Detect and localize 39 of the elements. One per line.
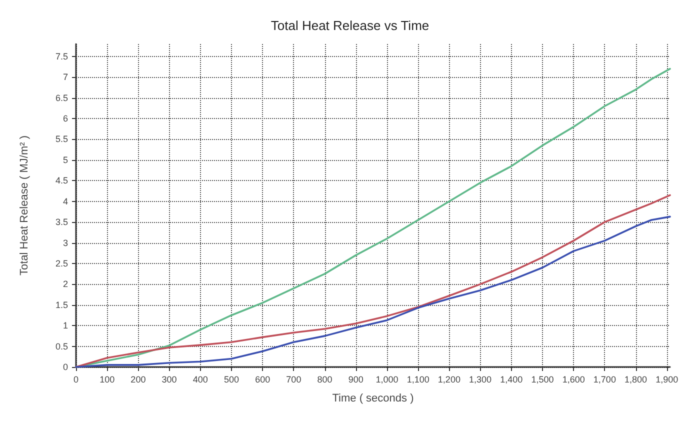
x-axis-title: Time ( seconds ): [332, 392, 414, 404]
x-tick-label: 1,400: [500, 374, 523, 384]
x-tick-label: 1,800: [624, 374, 648, 384]
y-tick-label: 0: [62, 362, 68, 372]
x-tick-label: 900: [348, 374, 364, 384]
x-tick-label: 1,500: [531, 374, 554, 384]
x-tick-label: 1,100: [406, 374, 430, 384]
y-tick-label: 7.5: [55, 51, 68, 62]
y-tick-label: 2.5: [55, 258, 68, 268]
x-tick-label: 1,700: [593, 374, 616, 384]
x-tick-label: 1,200: [438, 374, 460, 384]
x-tick-label: 600: [255, 374, 270, 384]
y-tick-label: 3: [62, 238, 68, 248]
y-tick-label: 6.5: [55, 92, 68, 103]
x-tick-label: 0: [73, 374, 79, 384]
x-tick-label: 1,000: [376, 374, 398, 384]
x-tick-label: 1,600: [562, 374, 585, 384]
x-tick-label: 700: [286, 374, 302, 384]
x-tick-label: 200: [130, 374, 146, 384]
y-tick-label: 6: [62, 114, 68, 124]
y-axis-title: Total Heat Release ( MJ/m² ): [18, 136, 30, 276]
x-tick-label: 800: [317, 374, 332, 384]
y-tick-label: 3.5: [55, 217, 68, 228]
y-tick-label: 4: [62, 196, 68, 206]
y-tick-label: 1.5: [55, 300, 68, 310]
x-tick-label: 100: [100, 374, 115, 384]
y-tick-label: 0.5: [55, 341, 68, 352]
y-tick-label: 1: [62, 320, 68, 331]
chart-title: Total Heat Release vs Time: [270, 18, 430, 33]
y-tick-label: 7: [62, 72, 68, 82]
x-tick-label: 1,900: [656, 374, 678, 384]
x-tick-label: 500: [224, 374, 240, 384]
y-tick-label: 4.5: [55, 176, 68, 186]
x-tick-label: 1,300: [469, 374, 492, 384]
y-tick-label: 5: [62, 154, 68, 165]
y-tick-label: 2: [62, 279, 68, 290]
y-tick-label: 5.5: [55, 134, 68, 144]
x-tick-label: 400: [192, 374, 208, 384]
x-tick-label: 300: [162, 374, 177, 384]
